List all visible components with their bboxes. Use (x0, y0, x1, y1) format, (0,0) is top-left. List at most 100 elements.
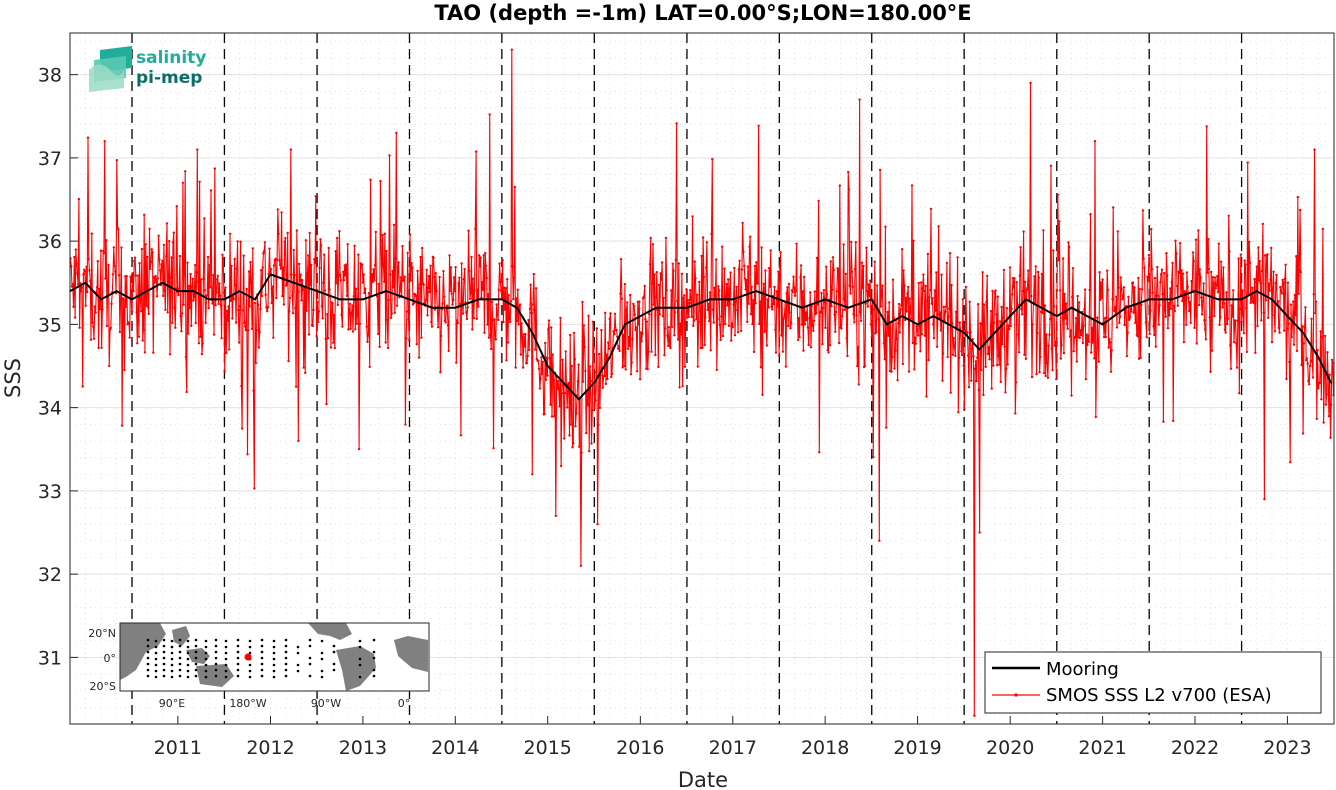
smos-data-point (190, 285, 194, 288)
smos-data-point (544, 378, 548, 382)
smos-data-point (885, 331, 889, 334)
inset-mooring-dot (214, 674, 218, 678)
smos-data-point (670, 325, 674, 329)
smos-data-point (926, 299, 929, 302)
smos-data-point (936, 313, 939, 316)
smos-data-point (1279, 285, 1282, 289)
smos-data-point (520, 322, 523, 325)
smos-data-point (652, 303, 655, 306)
smos-data-point (469, 291, 472, 294)
inset-mooring-dot (204, 663, 208, 667)
inset-mooring-dot (308, 638, 312, 642)
smos-data-point (196, 148, 199, 151)
smos-data-point (1317, 387, 1320, 390)
y-axis-label: SSS (1, 358, 25, 398)
smos-data-point (969, 330, 972, 334)
smos-data-point (278, 263, 282, 267)
mooring-data-point (408, 298, 411, 301)
smos-data-point (730, 322, 734, 325)
smos-data-point (1021, 289, 1025, 293)
smos-data-point (332, 341, 335, 344)
smos-data-point (468, 269, 471, 273)
mooring-data-point (978, 348, 981, 351)
mooring-data-point (177, 290, 179, 292)
smos-data-point (220, 337, 223, 340)
smos-data-point (547, 328, 550, 331)
smos-data-point (172, 231, 175, 234)
smos-data-point (1314, 311, 1317, 315)
mooring-data-point (608, 356, 611, 359)
smos-data-point (1189, 321, 1192, 324)
smos-data-point (1288, 360, 1291, 364)
smos-data-point (860, 261, 864, 264)
smos-data-point (374, 230, 377, 234)
smos-data-point (139, 310, 143, 313)
smos-data-point (105, 324, 109, 328)
smos-data-point (677, 262, 680, 265)
smos-data-point (841, 308, 845, 312)
smos-data-point (259, 307, 262, 311)
smos-data-point (1241, 289, 1244, 292)
smos-data-point (1081, 341, 1085, 345)
smos-data-point (615, 328, 618, 332)
smos-data-point (1106, 269, 1109, 272)
smos-data-point (384, 341, 387, 344)
smos-data-point (940, 273, 943, 276)
smos-data-point (691, 215, 694, 218)
smos-data-point (139, 298, 142, 301)
smos-data-point (641, 332, 644, 335)
inset-mooring-dot (146, 644, 150, 648)
smos-data-point (993, 291, 996, 294)
mooring-data-point (732, 298, 734, 301)
smos-data-point (496, 318, 500, 322)
smos-data-point (228, 232, 232, 235)
inset-mooring-dot (236, 668, 240, 672)
smos-data-point (248, 305, 251, 308)
smos-data-point (1171, 261, 1174, 265)
smos-data-point (120, 424, 124, 427)
smos-data-point (1122, 286, 1126, 289)
smos-data-point (739, 297, 742, 301)
smos-data-point (1193, 326, 1196, 329)
smos-data-point (185, 390, 188, 394)
smos-data-point (720, 245, 724, 248)
inset-mooring-dot (332, 662, 336, 666)
smos-data-point (1197, 229, 1200, 232)
smos-data-point (1242, 332, 1246, 335)
smos-data-point (601, 386, 605, 389)
inset-mooring-dot (154, 669, 158, 673)
smos-data-point (811, 324, 814, 327)
smos-data-point (853, 321, 856, 324)
smos-data-point (815, 256, 819, 260)
inset-mooring-dot (224, 675, 228, 679)
chart-title: TAO (depth =-1m) LAT=0.00°S;LON=180.00°E (434, 1, 971, 25)
smos-data-point (209, 286, 212, 289)
smos-data-point (882, 341, 886, 345)
smos-data-point (559, 464, 563, 468)
smos-data-point (581, 300, 584, 304)
smos-data-point (667, 326, 671, 329)
smos-data-point (499, 280, 502, 284)
smos-data-point (1153, 276, 1157, 280)
smos-data-point (84, 304, 87, 307)
smos-data-point (995, 364, 999, 367)
smos-data-point (1187, 296, 1190, 299)
smos-data-point (661, 315, 665, 318)
smos-data-point (320, 304, 324, 308)
smos-data-point (222, 291, 226, 294)
smos-data-point (1169, 287, 1172, 290)
smos-data-point (360, 263, 364, 266)
smos-data-point (1061, 257, 1065, 260)
smos-data-point (613, 312, 617, 315)
smos-data-point (966, 331, 969, 334)
inset-mooring-dot (248, 645, 252, 649)
smos-data-point (1140, 288, 1144, 291)
smos-data-point (127, 321, 131, 324)
smos-data-point (269, 270, 272, 274)
smos-data-point (991, 289, 994, 293)
smos-data-point (720, 315, 723, 318)
smos-data-point (404, 423, 407, 426)
smos-data-point (381, 233, 384, 237)
smos-data-point (229, 299, 232, 302)
smos-data-point (304, 371, 307, 374)
